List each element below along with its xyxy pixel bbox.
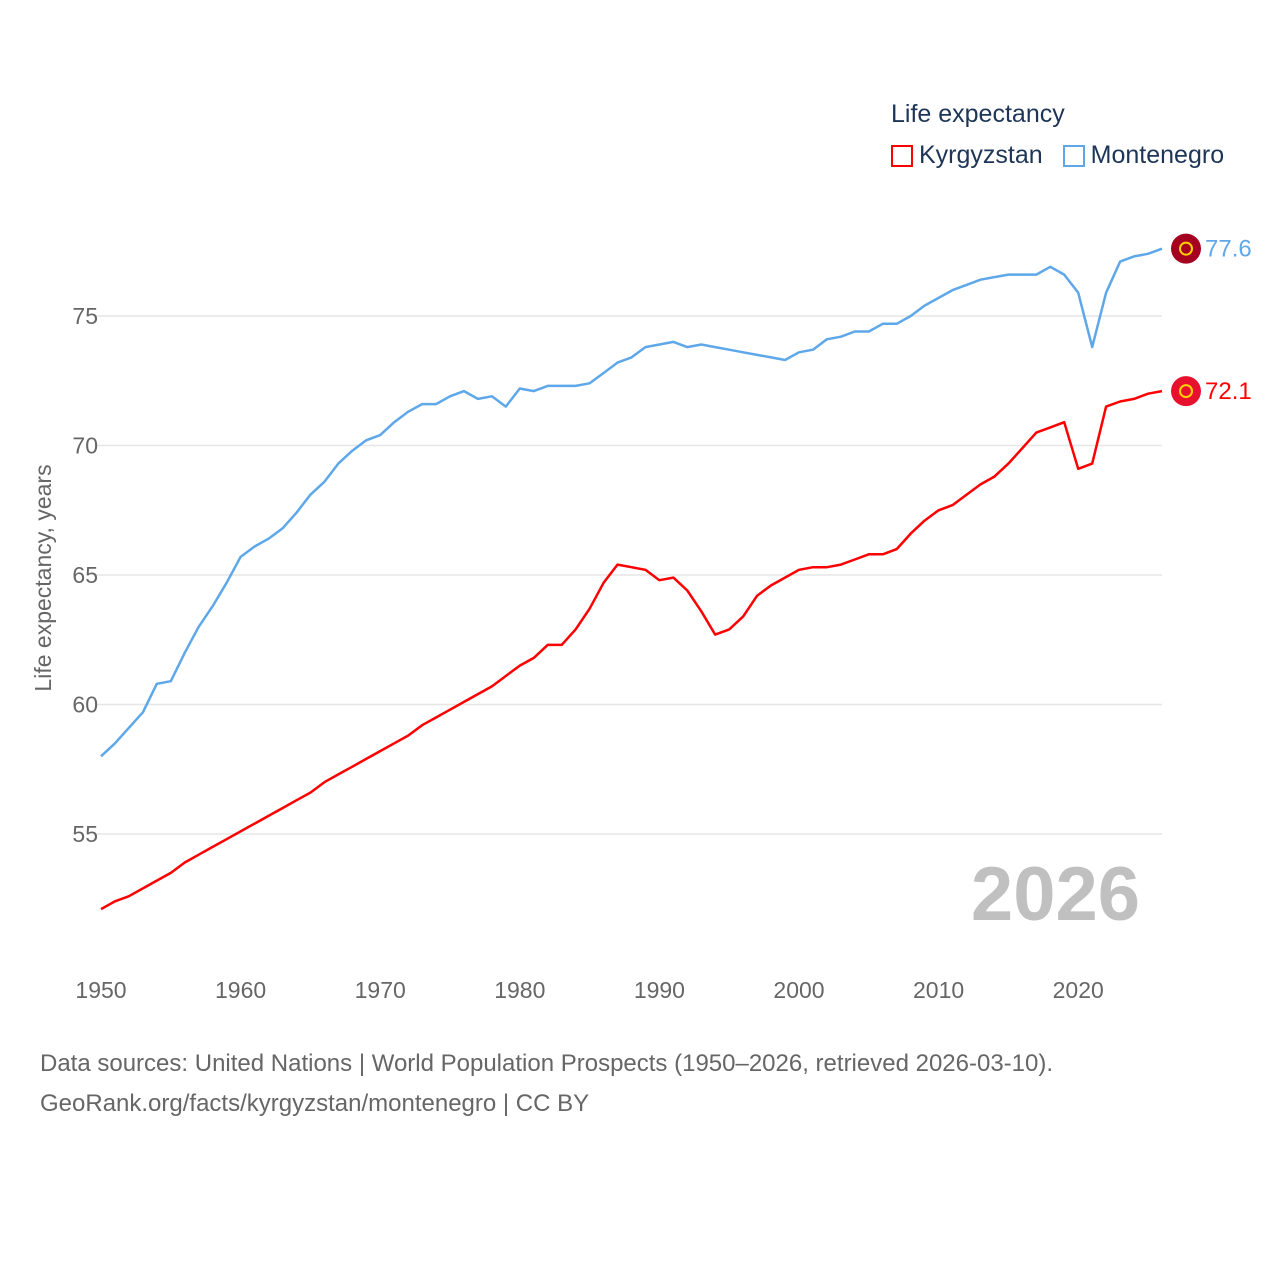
end-value-label: 77.6 bbox=[1205, 236, 1252, 263]
x-tick-label: 1980 bbox=[494, 977, 545, 1003]
x-tick-label: 1970 bbox=[355, 977, 406, 1003]
legend-label: Kyrgyzstan bbox=[919, 141, 1043, 169]
legend-swatch-montenegro bbox=[1062, 144, 1085, 167]
year-watermark: 2026 bbox=[971, 852, 1140, 937]
y-axis-label: Life expectancy, years bbox=[30, 464, 56, 691]
series-line-montenegro bbox=[100, 247, 1163, 758]
gridlines bbox=[96, 315, 1162, 835]
y-tick-label: 75 bbox=[72, 303, 98, 329]
flag-icon-montenegro bbox=[1171, 233, 1201, 264]
y-tick-label: 60 bbox=[72, 692, 98, 718]
x-tick-label: 2000 bbox=[773, 977, 824, 1003]
legend-swatch-kyrgyzstan bbox=[891, 144, 913, 167]
legend-label: Montenegro bbox=[1090, 141, 1225, 169]
flag-emblem-icon bbox=[1179, 241, 1193, 256]
legend-item-montenegro[interactable]: Montenegro bbox=[1062, 141, 1225, 170]
flag-icon-kyrgyzstan bbox=[1171, 376, 1201, 407]
flag-emblem-icon bbox=[1179, 384, 1193, 399]
source-line-1: Data sources: United Nations | World Pop… bbox=[40, 1050, 1054, 1077]
x-tick-label: 2010 bbox=[913, 977, 964, 1003]
x-axis-ticks: 1950 1960 1970 1980 1990 2000 2010 2020 bbox=[75, 977, 1103, 1003]
source-note: Data sources: United Nations | World Pop… bbox=[40, 1044, 1053, 1124]
x-tick-label: 1960 bbox=[215, 977, 266, 1003]
x-tick-label: 1990 bbox=[634, 977, 685, 1003]
y-tick-label: 55 bbox=[72, 821, 98, 847]
series-end-markers: 72.1 77.6 bbox=[1171, 233, 1252, 407]
legend-title: Life expectancy bbox=[891, 100, 1065, 128]
series-line-kyrgyzstan bbox=[100, 389, 1163, 911]
legend: Life expectancy Kyrgyzstan Montenegro bbox=[891, 100, 1224, 170]
x-tick-label: 1950 bbox=[75, 977, 126, 1003]
y-tick-label: 70 bbox=[72, 433, 98, 459]
source-line-2[interactable]: GeoRank.org/facts/kyrgyzstan/montenegro … bbox=[40, 1090, 590, 1117]
legend-item-kyrgyzstan[interactable]: Kyrgyzstan bbox=[891, 141, 1043, 170]
series-lines bbox=[100, 247, 1163, 911]
x-tick-label: 2020 bbox=[1053, 977, 1104, 1003]
end-value-label: 72.1 bbox=[1205, 378, 1252, 405]
y-axis-ticks: 55 60 65 70 75 bbox=[72, 303, 98, 847]
y-tick-label: 65 bbox=[72, 562, 98, 588]
